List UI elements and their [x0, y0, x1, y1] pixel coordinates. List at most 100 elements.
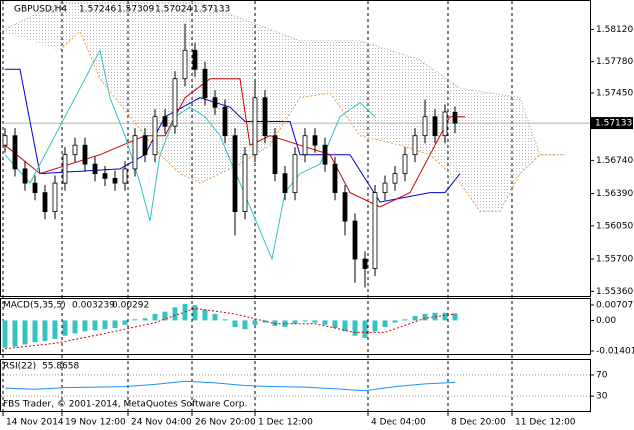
macd-bar [152, 313, 158, 321]
candle-body [252, 97, 258, 156]
candle-body [282, 173, 288, 194]
x-tick-label: 1 Dec 12:00 [258, 418, 313, 428]
candle-body [142, 135, 148, 156]
candle-body [262, 97, 268, 137]
candle-body [432, 116, 438, 137]
macd-bar [402, 319, 408, 321]
candle-body [362, 258, 368, 269]
macd-bar [192, 305, 198, 321]
macd-bar [362, 320, 368, 338]
y-tick-label: 1.58120 [596, 25, 633, 35]
macd-bar [62, 320, 68, 336]
candle-body [402, 154, 408, 175]
ohlc-value: 1.57309 [117, 5, 154, 15]
candle-body [22, 168, 28, 184]
y-tick-label: 0.007077 [596, 300, 634, 310]
macd-bar [52, 320, 58, 339]
candle-body [162, 116, 168, 127]
macd-bar [32, 320, 38, 343]
macd-bar [272, 320, 278, 326]
candle-body [62, 154, 68, 184]
signal-value: 0.00292 [112, 301, 149, 311]
panel-border [0, 359, 591, 412]
indicator-line [4, 78, 465, 208]
macd-bar [72, 320, 78, 334]
candle-body [232, 135, 238, 213]
macd-bar [422, 313, 428, 321]
rsi-line [4, 380, 456, 392]
macd-bar [12, 320, 18, 347]
ohlc-value: 1.57024 [155, 5, 192, 15]
macd-value: 0.003239 [72, 301, 115, 311]
cloud [0, 2, 565, 212]
candle-body [2, 135, 8, 146]
macd-bar [172, 307, 178, 321]
candle-body [292, 154, 298, 194]
macd-bar [332, 320, 338, 329]
candle-body [452, 111, 458, 124]
price-tag-label: 1.57133 [595, 119, 632, 129]
x-tick-label: 4 Dec 04:00 [371, 418, 426, 428]
macd-bar [412, 316, 418, 321]
indicator-line [4, 48, 376, 261]
candle-body [202, 68, 208, 99]
x-tick-label: 24 Nov 04:00 [131, 418, 192, 428]
candle-body [392, 173, 398, 184]
macd-bar [442, 312, 448, 321]
footer: FBS Trader, © 2001-2014, MetaQuotes Soft… [3, 400, 247, 410]
candle-body [322, 144, 328, 165]
candle-body [82, 144, 88, 165]
macd-bar [372, 320, 378, 332]
macd-bar [322, 320, 328, 325]
panel-border [0, 298, 591, 355]
x-tick-label: 11 Dec 12:00 [515, 418, 576, 428]
candle-body [272, 135, 278, 175]
x-tick-label: 14 Nov 2014 [6, 418, 64, 428]
macd-bar [222, 319, 228, 321]
panel-title: RSI(22) [3, 362, 36, 372]
x-tick-label: 19 Nov 12:00 [65, 418, 126, 428]
macd-bar [252, 320, 258, 325]
candle-body [412, 135, 418, 156]
candle-body [122, 168, 128, 184]
macd-bar [242, 320, 248, 330]
candle-body [222, 106, 228, 137]
macd-bar [92, 320, 98, 331]
macd-bar [2, 320, 8, 348]
candle-body [342, 192, 348, 222]
candle-body [332, 163, 338, 194]
panel-title: MACD(5,35,5) [3, 301, 66, 311]
y-tick-label: 1.56740 [596, 156, 633, 166]
macd-bar [142, 318, 148, 321]
macd-bar [82, 320, 88, 332]
macd-bar [132, 319, 138, 321]
macd-bar [112, 320, 118, 329]
candle-body [352, 220, 358, 260]
ohlc-value: 1.57246 [79, 5, 116, 15]
macd-bar [202, 309, 208, 321]
candle-body [192, 49, 198, 70]
macd-bar [382, 320, 388, 327]
indicator-line [59, 30, 565, 213]
candle-body [172, 78, 178, 127]
candle-body [422, 116, 428, 137]
macd-bar [352, 320, 358, 336]
candle-body [132, 135, 138, 170]
candle-body [312, 135, 318, 146]
y-tick-label: 1.56050 [596, 221, 633, 231]
macd-bar [312, 320, 318, 323]
candle-body [112, 177, 118, 184]
macd-bar [232, 320, 238, 327]
y-tick-label: 70 [596, 370, 608, 380]
y-tick-label: -0.01401 [596, 347, 634, 357]
candle-body [372, 192, 378, 269]
macd-bar [162, 311, 168, 321]
candle-body [92, 163, 98, 175]
macd-bar [292, 320, 298, 324]
macd-bar [212, 313, 218, 321]
ohlc-value: 1.57133 [193, 5, 230, 15]
y-tick-label: 30 [596, 392, 608, 402]
candle-body [302, 135, 308, 156]
candle-body [12, 135, 18, 170]
